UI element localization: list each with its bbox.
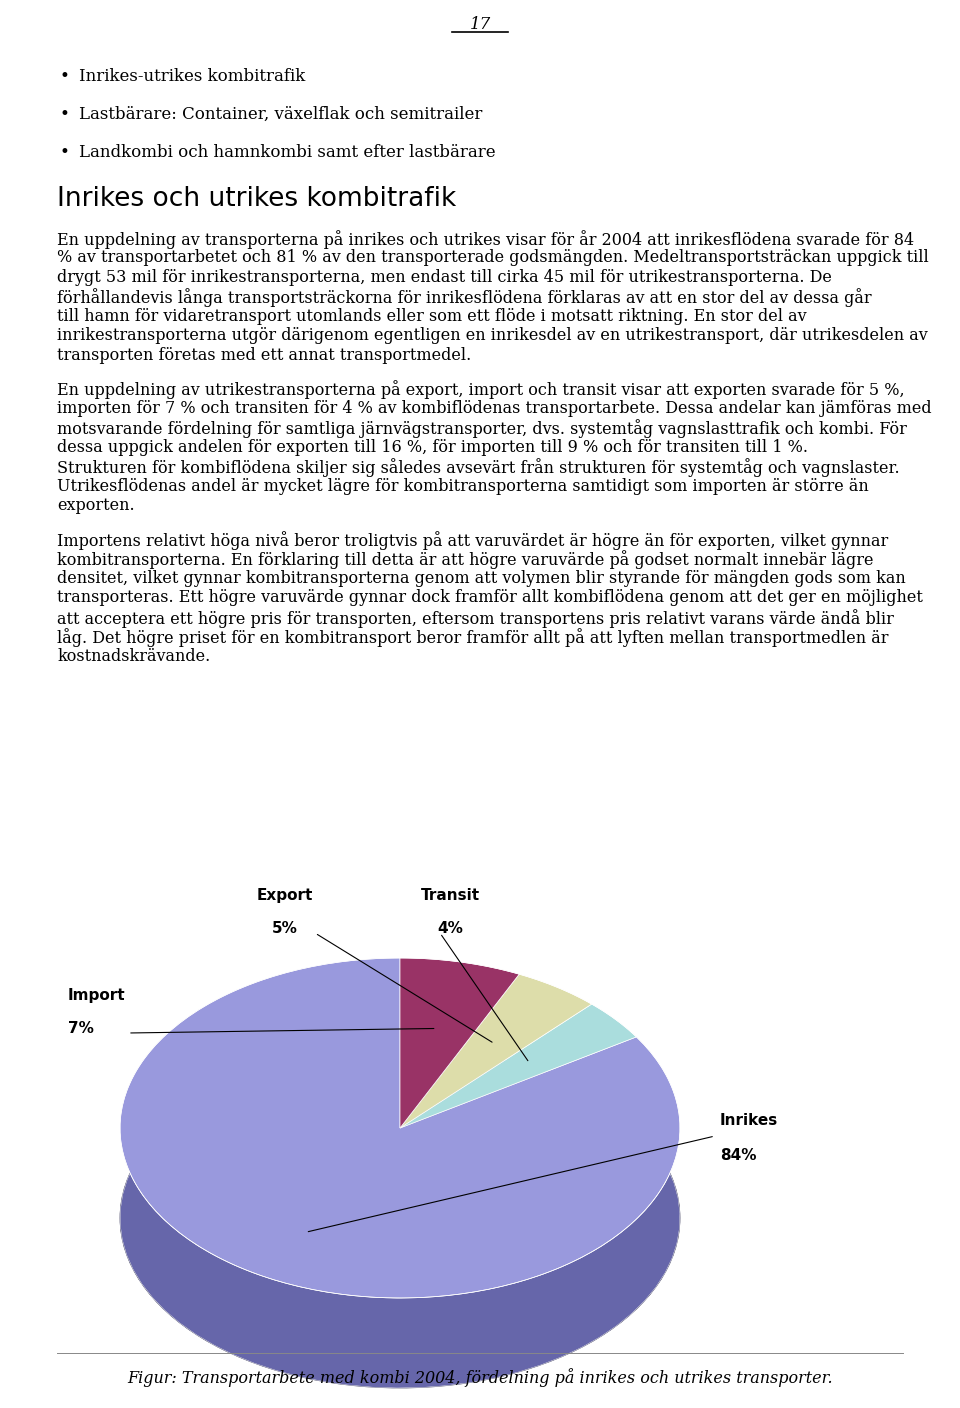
- Text: inrikestransporterna utgör därigenom egentligen en inrikesdel av en utrikestrans: inrikestransporterna utgör därigenom ege…: [57, 328, 927, 345]
- Text: att acceptera ett högre pris för transporten, eftersom transportens pris relativ: att acceptera ett högre pris för transpo…: [57, 610, 894, 628]
- Text: En uppdelning av utrikestransporterna på export, import och transit visar att ex: En uppdelning av utrikestransporterna på…: [57, 380, 904, 400]
- Text: •: •: [59, 144, 69, 161]
- Text: Inrikes: Inrikes: [720, 1112, 779, 1128]
- Text: motsvarande fördelning för samtliga järnvägstransporter, dvs. systemtåg vagnslas: motsvarande fördelning för samtliga järn…: [57, 420, 907, 438]
- Text: Strukturen för kombiflödena skiljer sig således avsevärt från strukturen för sys: Strukturen för kombiflödena skiljer sig …: [57, 459, 900, 477]
- Text: En uppdelning av transporterna på inrikes och utrikes visar för år 2004 att inri: En uppdelning av transporterna på inrike…: [57, 230, 914, 249]
- Text: 4%: 4%: [437, 921, 463, 936]
- Text: 17: 17: [469, 15, 491, 32]
- Text: •: •: [59, 106, 69, 122]
- Text: importen för 7 % och transiten för 4 % av kombiflödenas transportarbete. Dessa a: importen för 7 % och transiten för 4 % a…: [57, 400, 931, 417]
- Text: låg. Det högre priset för en kombitransport beror framför allt på att lyften mel: låg. Det högre priset för en kombitransp…: [57, 628, 889, 648]
- Text: 7%: 7%: [68, 1021, 94, 1036]
- Text: Inrikes och utrikes kombitrafik: Inrikes och utrikes kombitrafik: [57, 186, 456, 213]
- Text: Landkombi och hamnkombi samt efter lastbärare: Landkombi och hamnkombi samt efter lastb…: [79, 144, 495, 161]
- Text: Importens relativt höga nivå beror troligtvis på att varuvärdet är högre än för : Importens relativt höga nivå beror troli…: [57, 531, 888, 551]
- Polygon shape: [120, 957, 680, 1388]
- Text: 5%: 5%: [272, 921, 298, 936]
- Text: drygt 53 mil för inrikestransporterna, men endast till cirka 45 mil för utrikest: drygt 53 mil för inrikestransporterna, m…: [57, 269, 832, 286]
- Polygon shape: [400, 957, 519, 1128]
- Text: till hamn för vidaretransport utomlands eller som ett flöde i motsatt riktning. : till hamn för vidaretransport utomlands …: [57, 308, 806, 325]
- Text: •: •: [59, 68, 69, 84]
- Text: Lastbärare: Container, växelflak och semitrailer: Lastbärare: Container, växelflak och sem…: [79, 106, 482, 122]
- Text: % av transportarbetet och 81 % av den transporterade godsmängden. Medeltransport: % av transportarbetet och 81 % av den tr…: [57, 249, 928, 266]
- Text: Inrikes-utrikes kombitrafik: Inrikes-utrikes kombitrafik: [79, 68, 305, 84]
- Text: 84%: 84%: [720, 1148, 756, 1163]
- Text: exporten.: exporten.: [57, 497, 134, 514]
- Polygon shape: [120, 957, 680, 1298]
- Polygon shape: [400, 1004, 636, 1128]
- Text: kombitransporterna. En förklaring till detta är att högre varuvärde på godset no: kombitransporterna. En förklaring till d…: [57, 551, 874, 569]
- Text: transporteras. Ett högre varuvärde gynnar dock framför allt kombiflödena genom a: transporteras. Ett högre varuvärde gynna…: [57, 590, 923, 607]
- Text: kostnadskrävande.: kostnadskrävande.: [57, 648, 210, 665]
- Ellipse shape: [120, 1048, 680, 1388]
- Text: förhållandevis långa transportsträckorna för inrikesflödena förklaras av att en : förhållandevis långa transportsträckorna…: [57, 289, 872, 307]
- Text: Transit: Transit: [420, 888, 480, 903]
- Text: Figur: Transportarbete med kombi 2004, fördelning på inrikes och utrikes transpo: Figur: Transportarbete med kombi 2004, f…: [127, 1369, 833, 1387]
- Text: Export: Export: [257, 888, 313, 903]
- Text: Utrikesflödenas andel är mycket lägre för kombitransporterna samtidigt som impor: Utrikesflödenas andel är mycket lägre fö…: [57, 477, 869, 496]
- Polygon shape: [400, 974, 591, 1128]
- Text: densitet, vilket gynnar kombitransporterna genom att volymen blir styrande för m: densitet, vilket gynnar kombitransporter…: [57, 570, 905, 587]
- Text: transporten företas med ett annat transportmedel.: transporten företas med ett annat transp…: [57, 346, 471, 365]
- Text: dessa uppgick andelen för exporten till 16 %, för importen till 9 % och för tran: dessa uppgick andelen för exporten till …: [57, 439, 808, 456]
- Text: Import: Import: [68, 988, 126, 1002]
